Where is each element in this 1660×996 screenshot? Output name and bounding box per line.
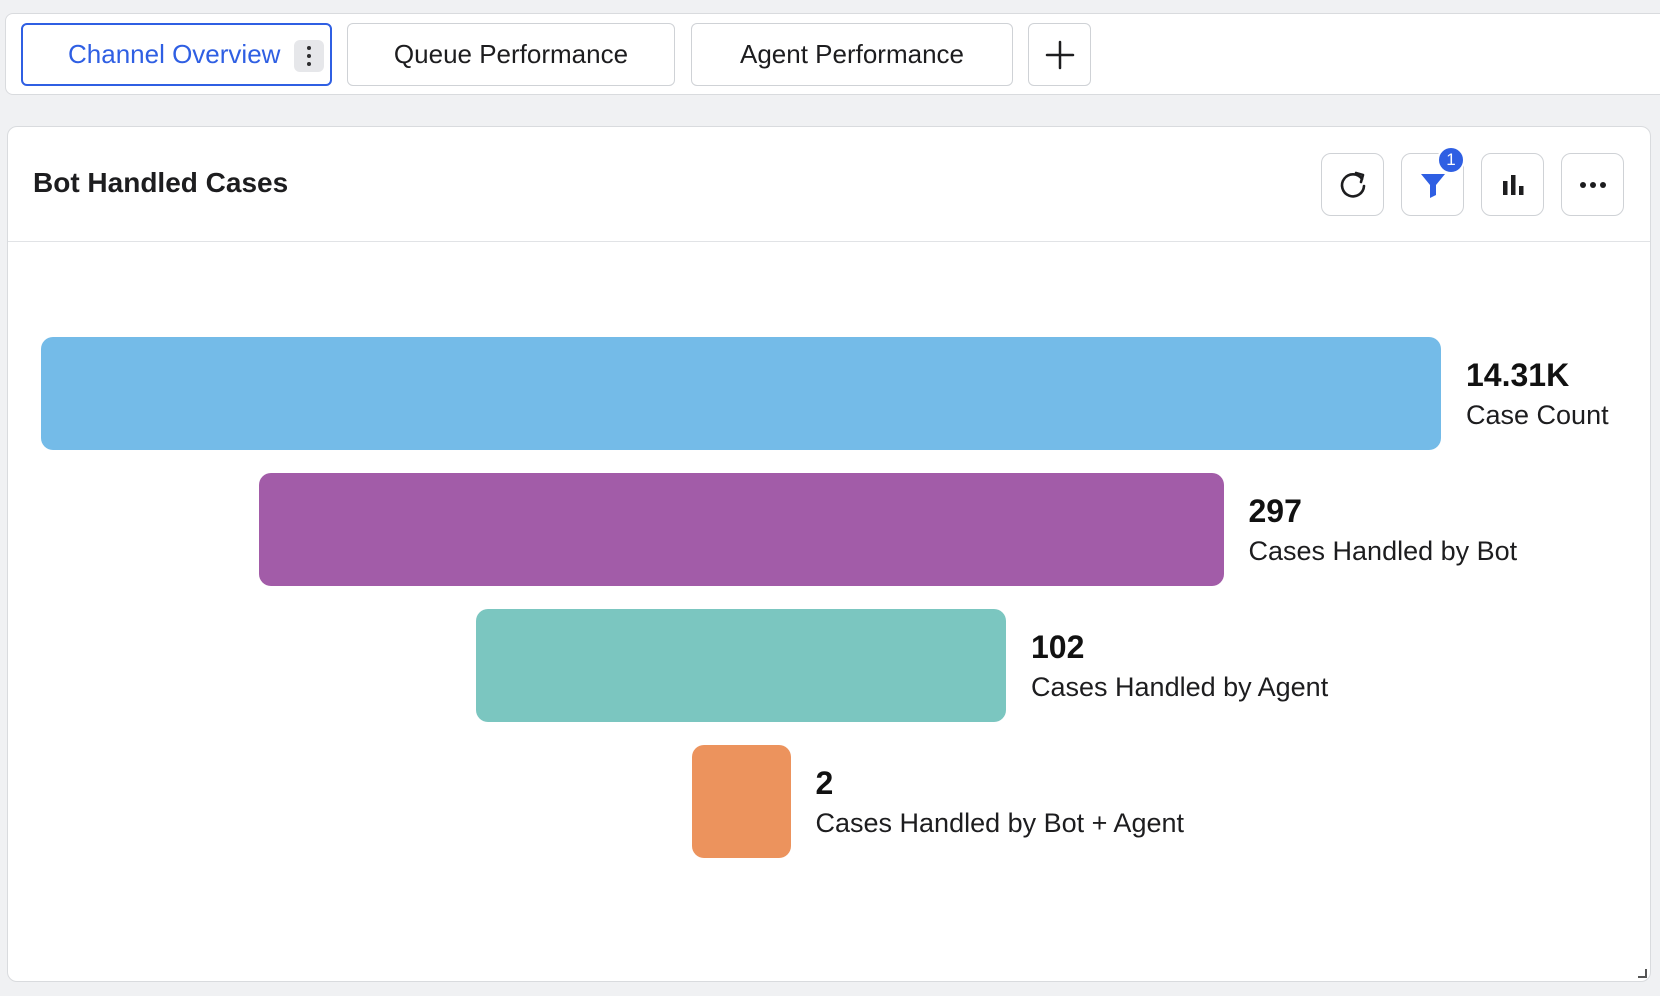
- tab-options-icon[interactable]: [294, 40, 324, 72]
- widget-title: Bot Handled Cases: [33, 167, 289, 198]
- filter-icon: [1420, 173, 1445, 198]
- add-tab-button[interactable]: [1028, 23, 1091, 86]
- funnel-stage-label: Cases Handled by Bot + Agent: [815, 808, 1185, 838]
- tab-queue-performance[interactable]: Queue Performance: [347, 23, 675, 86]
- more-options-button[interactable]: [1561, 153, 1624, 216]
- tab-agent-performance[interactable]: Agent Performance: [691, 23, 1013, 86]
- refresh-button[interactable]: [1321, 153, 1384, 216]
- resize-handle-icon[interactable]: [1635, 966, 1647, 978]
- chart-type-button[interactable]: [1481, 153, 1544, 216]
- bot-handled-cases-widget: Bot Handled Cases 1: [7, 126, 1651, 982]
- funnel-value-label: 14.31K: [1466, 357, 1570, 393]
- funnel-value-label: 102: [1031, 629, 1085, 665]
- more-horizontal-icon: [1579, 181, 1606, 188]
- funnel-value-label: 297: [1248, 493, 1302, 529]
- filter-count-badge: 1: [1437, 146, 1465, 174]
- funnel-stage-label: Case Count: [1466, 400, 1609, 430]
- refresh-icon: [1340, 171, 1365, 198]
- funnel-bar[interactable]: [691, 745, 791, 858]
- tab-label: Queue Performance: [393, 39, 629, 69]
- filter-button[interactable]: 1: [1401, 146, 1465, 216]
- funnel-value-label: 2: [815, 765, 834, 801]
- dashboard-tab-bar: Channel Overview Queue Performance Agent…: [5, 13, 1660, 95]
- funnel-stage-label: Cases Handled by Bot: [1248, 536, 1518, 566]
- tab-label: Channel Overview: [68, 39, 281, 69]
- tab-label: Agent Performance: [739, 39, 964, 69]
- widget-header: Bot Handled Cases 1: [8, 127, 1650, 242]
- bar-chart-icon: [1502, 174, 1523, 195]
- funnel-chart: 14.31K Case Count 297 Cases Handled by Bot 1…: [8, 127, 1652, 983]
- funnel-bar[interactable]: [258, 473, 1224, 586]
- funnel-stage-label: Cases Handled by Agent: [1031, 672, 1329, 702]
- funnel-bar[interactable]: [41, 337, 1441, 450]
- funnel-bar[interactable]: [476, 609, 1006, 722]
- plus-icon: [1045, 40, 1074, 69]
- tab-channel-overview[interactable]: Channel Overview: [21, 23, 332, 86]
